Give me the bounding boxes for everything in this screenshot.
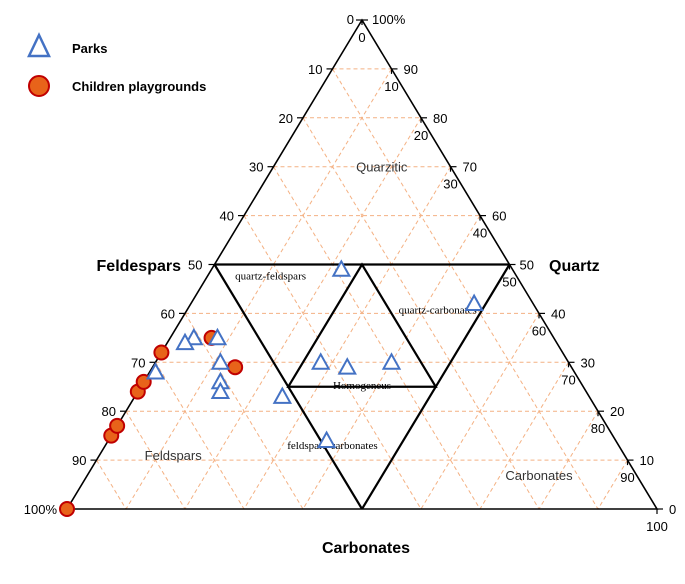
tick-label-carbonates-50: 50: [502, 275, 516, 290]
tick-label-feldspars-70: 70: [131, 355, 145, 370]
tick-label-feldspars-90: 90: [72, 453, 86, 468]
legend-playgrounds-label: Children playgrounds: [72, 79, 206, 94]
tick-label-quartz-70: 70: [463, 160, 477, 175]
grid-line-feldspars-60: [184, 313, 304, 510]
tick-label-feldspars-20: 20: [279, 111, 293, 126]
grid-line-feldspars-80: [125, 410, 186, 510]
grid-line-carbonates-20: [184, 117, 422, 510]
tick-label-carbonates-40: 40: [473, 226, 487, 241]
tick-label-feldspars-60: 60: [161, 306, 175, 321]
grid-line-feldspars-10: [332, 68, 599, 510]
legend-playgrounds-marker: [28, 75, 50, 97]
playground-point-0: [59, 501, 75, 517]
tick-label-carbonates-70: 70: [561, 372, 575, 387]
grid-line-carbonates-80: [538, 410, 599, 510]
legend-parks-label: Parks: [72, 41, 107, 56]
classification-lines: [213, 262, 511, 510]
tick-label-carbonates-0: 0: [358, 30, 365, 45]
tick-label-feldspars-30: 30: [249, 160, 263, 175]
region-label-carbonates: Carbonates: [505, 468, 573, 483]
tick-label-quartz-100: 100%: [372, 12, 406, 27]
park-point-1: [316, 430, 337, 448]
tick-label-carbonates-60: 60: [532, 323, 546, 338]
axis-label-carbonates: Carbonates: [322, 540, 410, 557]
tick-label-carbonates-10: 10: [384, 79, 398, 94]
tick-label-carbonates-90: 90: [620, 470, 634, 485]
park-point-13: [145, 362, 166, 380]
grid-line-feldspars-90: [96, 459, 127, 510]
grid-line-feldspars-30: [273, 166, 481, 510]
tick-label-quartz-10: 10: [640, 453, 654, 468]
tick-label-quartz-20: 20: [610, 404, 624, 419]
grid-line-carbonates-90: [597, 459, 628, 510]
tick-label-feldspars-0: 0: [347, 12, 354, 27]
park-point-8: [175, 332, 195, 351]
park-point-12: [210, 381, 231, 400]
grid-line-feldspars-20: [302, 117, 540, 510]
park-point-9: [207, 327, 228, 346]
tick-label-carbonates-100: 100: [646, 519, 668, 534]
grid-line-carbonates-10: [125, 68, 392, 510]
tick-label-quartz-50: 50: [520, 258, 534, 273]
tick-label-feldspars-100: 100%: [24, 502, 58, 517]
data-points: [59, 259, 484, 517]
park-point-5: [381, 352, 402, 370]
legend-parks-marker: [27, 32, 51, 58]
grid-line-feldspars-70: [155, 362, 245, 510]
tick-labels: 0102030405060708090100010203040506070809…: [24, 12, 676, 534]
grid-line-carbonates-30: [243, 166, 451, 510]
tick-label-quartz-40: 40: [551, 306, 565, 321]
tick-label-feldspars-40: 40: [220, 209, 234, 224]
park-point-3: [311, 352, 331, 370]
grid-line-carbonates-60: [420, 313, 540, 510]
tick-label-quartz-30: 30: [581, 355, 595, 370]
axis-label-quartz: Quartz: [549, 258, 600, 275]
playground-point-7: [227, 359, 244, 376]
homogeneus-triangle: [286, 262, 438, 388]
park-point-7: [184, 327, 204, 346]
park-point-6: [464, 293, 484, 312]
park-point-4: [337, 357, 357, 375]
axis-label-feldespars: Feldespars: [97, 258, 182, 275]
playground-point-2: [109, 417, 126, 434]
tick-label-feldspars-10: 10: [308, 62, 322, 77]
tick-label-quartz-80: 80: [433, 111, 447, 126]
tick-label-feldspars-50: 50: [188, 258, 202, 273]
region-label-quarzitic: Quarzitic: [356, 160, 408, 175]
region-label-feldspars: Feldspars: [145, 448, 203, 463]
tick-label-carbonates-80: 80: [591, 421, 605, 436]
park-point-2: [272, 386, 293, 404]
tick-label-quartz-0: 0: [669, 502, 676, 517]
region-labels: Quarzitic quartz-feldspars quartz-carbonat…: [145, 160, 573, 484]
tick-label-quartz-60: 60: [492, 209, 506, 224]
tick-label-carbonates-20: 20: [414, 128, 428, 143]
grid-line-carbonates-70: [479, 362, 569, 510]
park-point-10: [210, 352, 231, 370]
region-label-quartz-carbonates: quartz-carbonates: [399, 305, 477, 317]
region-label-quartz-feldspars: quartz-feldspars: [235, 270, 306, 282]
park-point-0: [331, 259, 352, 277]
playground-point-5: [153, 344, 170, 361]
tick-label-feldspars-80: 80: [102, 404, 116, 419]
region-label-homogeneus: Homogeneus: [333, 380, 391, 392]
tick-label-carbonates-30: 30: [443, 177, 457, 192]
tick-label-quartz-90: 90: [404, 62, 418, 77]
legend: Parks Children playgrounds: [27, 32, 206, 97]
